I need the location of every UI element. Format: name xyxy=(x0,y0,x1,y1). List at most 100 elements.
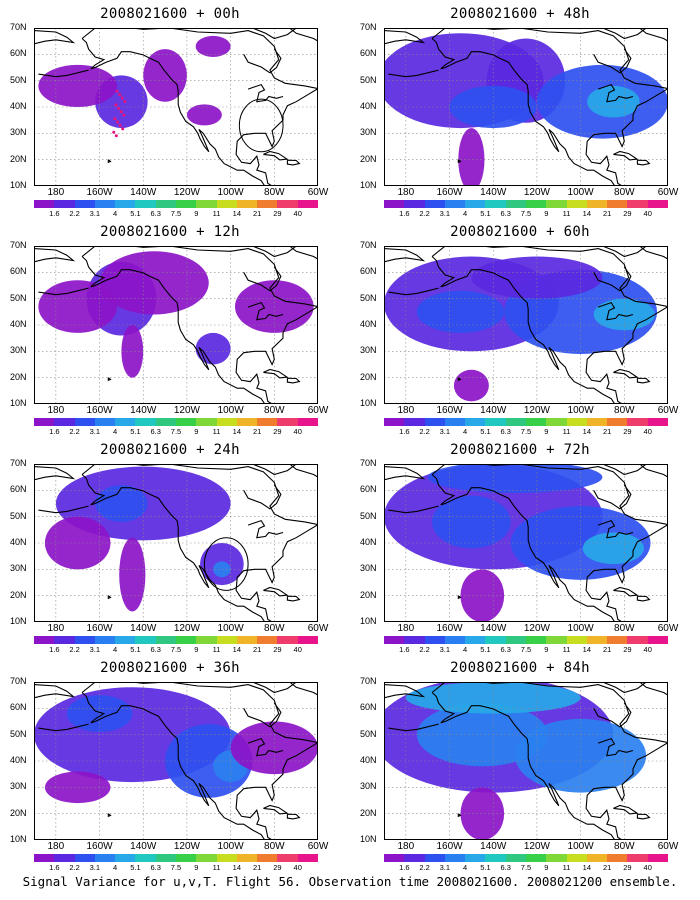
lat-tick-label: 50N xyxy=(10,292,27,303)
lon-tick-label: 140W xyxy=(130,623,157,634)
variance-area xyxy=(471,256,603,299)
colorbar-swatch xyxy=(647,636,668,644)
map-plot xyxy=(34,28,318,186)
colorbar-label: 6.3 xyxy=(150,863,161,872)
colorbar-swatch xyxy=(525,418,547,426)
coastline xyxy=(243,48,282,74)
colorbar-label: 40 xyxy=(643,645,652,654)
coastline xyxy=(602,246,647,258)
colorbar-label: 29 xyxy=(273,427,282,436)
colorbar-swatch xyxy=(647,200,668,208)
dropsonde-point xyxy=(113,117,117,121)
variance-area xyxy=(213,561,231,578)
colorbar-swatch xyxy=(115,200,136,208)
lat-tick-label: 60N xyxy=(10,48,27,59)
colorbar-label: 11 xyxy=(562,863,571,872)
variance-area xyxy=(143,49,187,102)
variance-area xyxy=(66,695,133,733)
colorbar-label: 4 xyxy=(463,863,468,872)
coastline xyxy=(247,519,284,539)
colorbar-label: 1.6 xyxy=(399,209,410,218)
colorbar-label: 2.2 xyxy=(419,427,430,436)
colorbar-label: 11 xyxy=(562,645,571,654)
figure-caption: Signal Variance for u,v,T. Flight 56. Ob… xyxy=(22,874,678,889)
dropsonde-point xyxy=(117,106,121,110)
coastline xyxy=(431,692,616,840)
colorbar-label: 3.1 xyxy=(89,645,101,654)
coastline xyxy=(252,464,297,476)
coastline xyxy=(81,28,318,186)
dropsonde-point xyxy=(118,93,122,97)
colorbar-label: 7.5 xyxy=(170,863,182,872)
lat-tick-label: 20N xyxy=(10,371,27,382)
colorbar-label: 14 xyxy=(232,863,242,872)
colorbar-label: 2.2 xyxy=(69,209,80,218)
dropsonde-point xyxy=(123,99,127,103)
colorbar-label: 2.2 xyxy=(419,209,430,218)
colorbar-swatch xyxy=(196,636,217,644)
colorbar-label: 29 xyxy=(623,645,632,654)
colorbar-swatch xyxy=(216,636,237,644)
lat-tick-label: 30N xyxy=(10,781,27,792)
colorbar-swatch xyxy=(424,636,445,644)
lat-tick-label: 50N xyxy=(360,292,377,303)
map-panel-p60: 2008021600 + 60h 70N 60N 50N 40N 30N 20N 10N 180… xyxy=(350,218,690,436)
variance-area xyxy=(195,332,231,365)
colorbar-label: 5.1 xyxy=(480,645,491,654)
colorbar-label: 4 xyxy=(113,427,118,436)
colorbar-swatch xyxy=(546,636,567,644)
colorbar-swatch xyxy=(257,200,278,208)
colorbar-swatch xyxy=(34,418,55,426)
lon-tick-label: 60W xyxy=(307,405,329,416)
lat-tick-label: 40N xyxy=(10,101,27,111)
coastline xyxy=(388,287,439,296)
lat-tick-label: 10N xyxy=(360,834,377,844)
lat-tick-label: 40N xyxy=(360,755,377,765)
lat-tick-label: 60N xyxy=(10,266,27,277)
coastline xyxy=(431,474,616,622)
map-frame xyxy=(384,28,668,186)
map-panel-p48: 2008021600 + 48h 70N 60N 50N 40N 30N 20N 10N 180… xyxy=(350,0,690,218)
lon-tick-label: 60W xyxy=(307,841,329,852)
map-plot xyxy=(34,464,318,622)
variance-area xyxy=(38,280,118,333)
colorbar-swatch xyxy=(74,200,95,208)
variance-area xyxy=(460,787,505,840)
coastline xyxy=(602,682,647,694)
colorbar-label: 7.5 xyxy=(170,427,182,436)
lat-tick-label: 40N xyxy=(10,537,27,547)
lat-tick-label: 10N xyxy=(10,834,27,844)
lon-tick-label: 120W xyxy=(523,623,550,634)
colorbar-swatch xyxy=(485,854,506,862)
colorbar-label: 7.5 xyxy=(520,209,532,218)
coastline xyxy=(431,246,668,404)
panel-title: 2008021600 + 36h xyxy=(100,660,240,676)
colorbar-swatch xyxy=(115,636,136,644)
colorbar-swatch xyxy=(74,636,95,644)
colorbar-swatch xyxy=(404,854,425,862)
lon-tick-label: 180 xyxy=(47,623,65,634)
panel-title: 2008021600 + 00h xyxy=(100,6,240,22)
map-plot xyxy=(384,28,668,186)
colorbar-label: 4 xyxy=(113,863,118,872)
dropsonde-point xyxy=(120,96,124,100)
colorbar-swatch xyxy=(34,636,55,644)
colorbar xyxy=(384,854,668,862)
coastline xyxy=(613,368,639,379)
coastline xyxy=(81,464,318,622)
colorbar-swatch xyxy=(135,200,156,208)
coastline xyxy=(81,692,266,840)
coastline xyxy=(384,684,426,699)
variance-area xyxy=(44,771,111,804)
colorbar-label: 14 xyxy=(582,427,592,436)
colorbar-swatch xyxy=(586,200,608,208)
colorbar-label: 21 xyxy=(602,645,612,654)
coastline xyxy=(384,248,426,263)
variance-area xyxy=(44,516,111,570)
colorbar-swatch xyxy=(444,418,466,426)
lat-tick-label: 50N xyxy=(360,510,377,521)
colorbar xyxy=(384,418,668,426)
coastline xyxy=(388,505,439,514)
map-panel-p12: 2008021600 + 12h 70N 60N 50N 40N 30N 20N 10N 180… xyxy=(0,218,340,436)
colorbar-swatch xyxy=(196,418,217,426)
